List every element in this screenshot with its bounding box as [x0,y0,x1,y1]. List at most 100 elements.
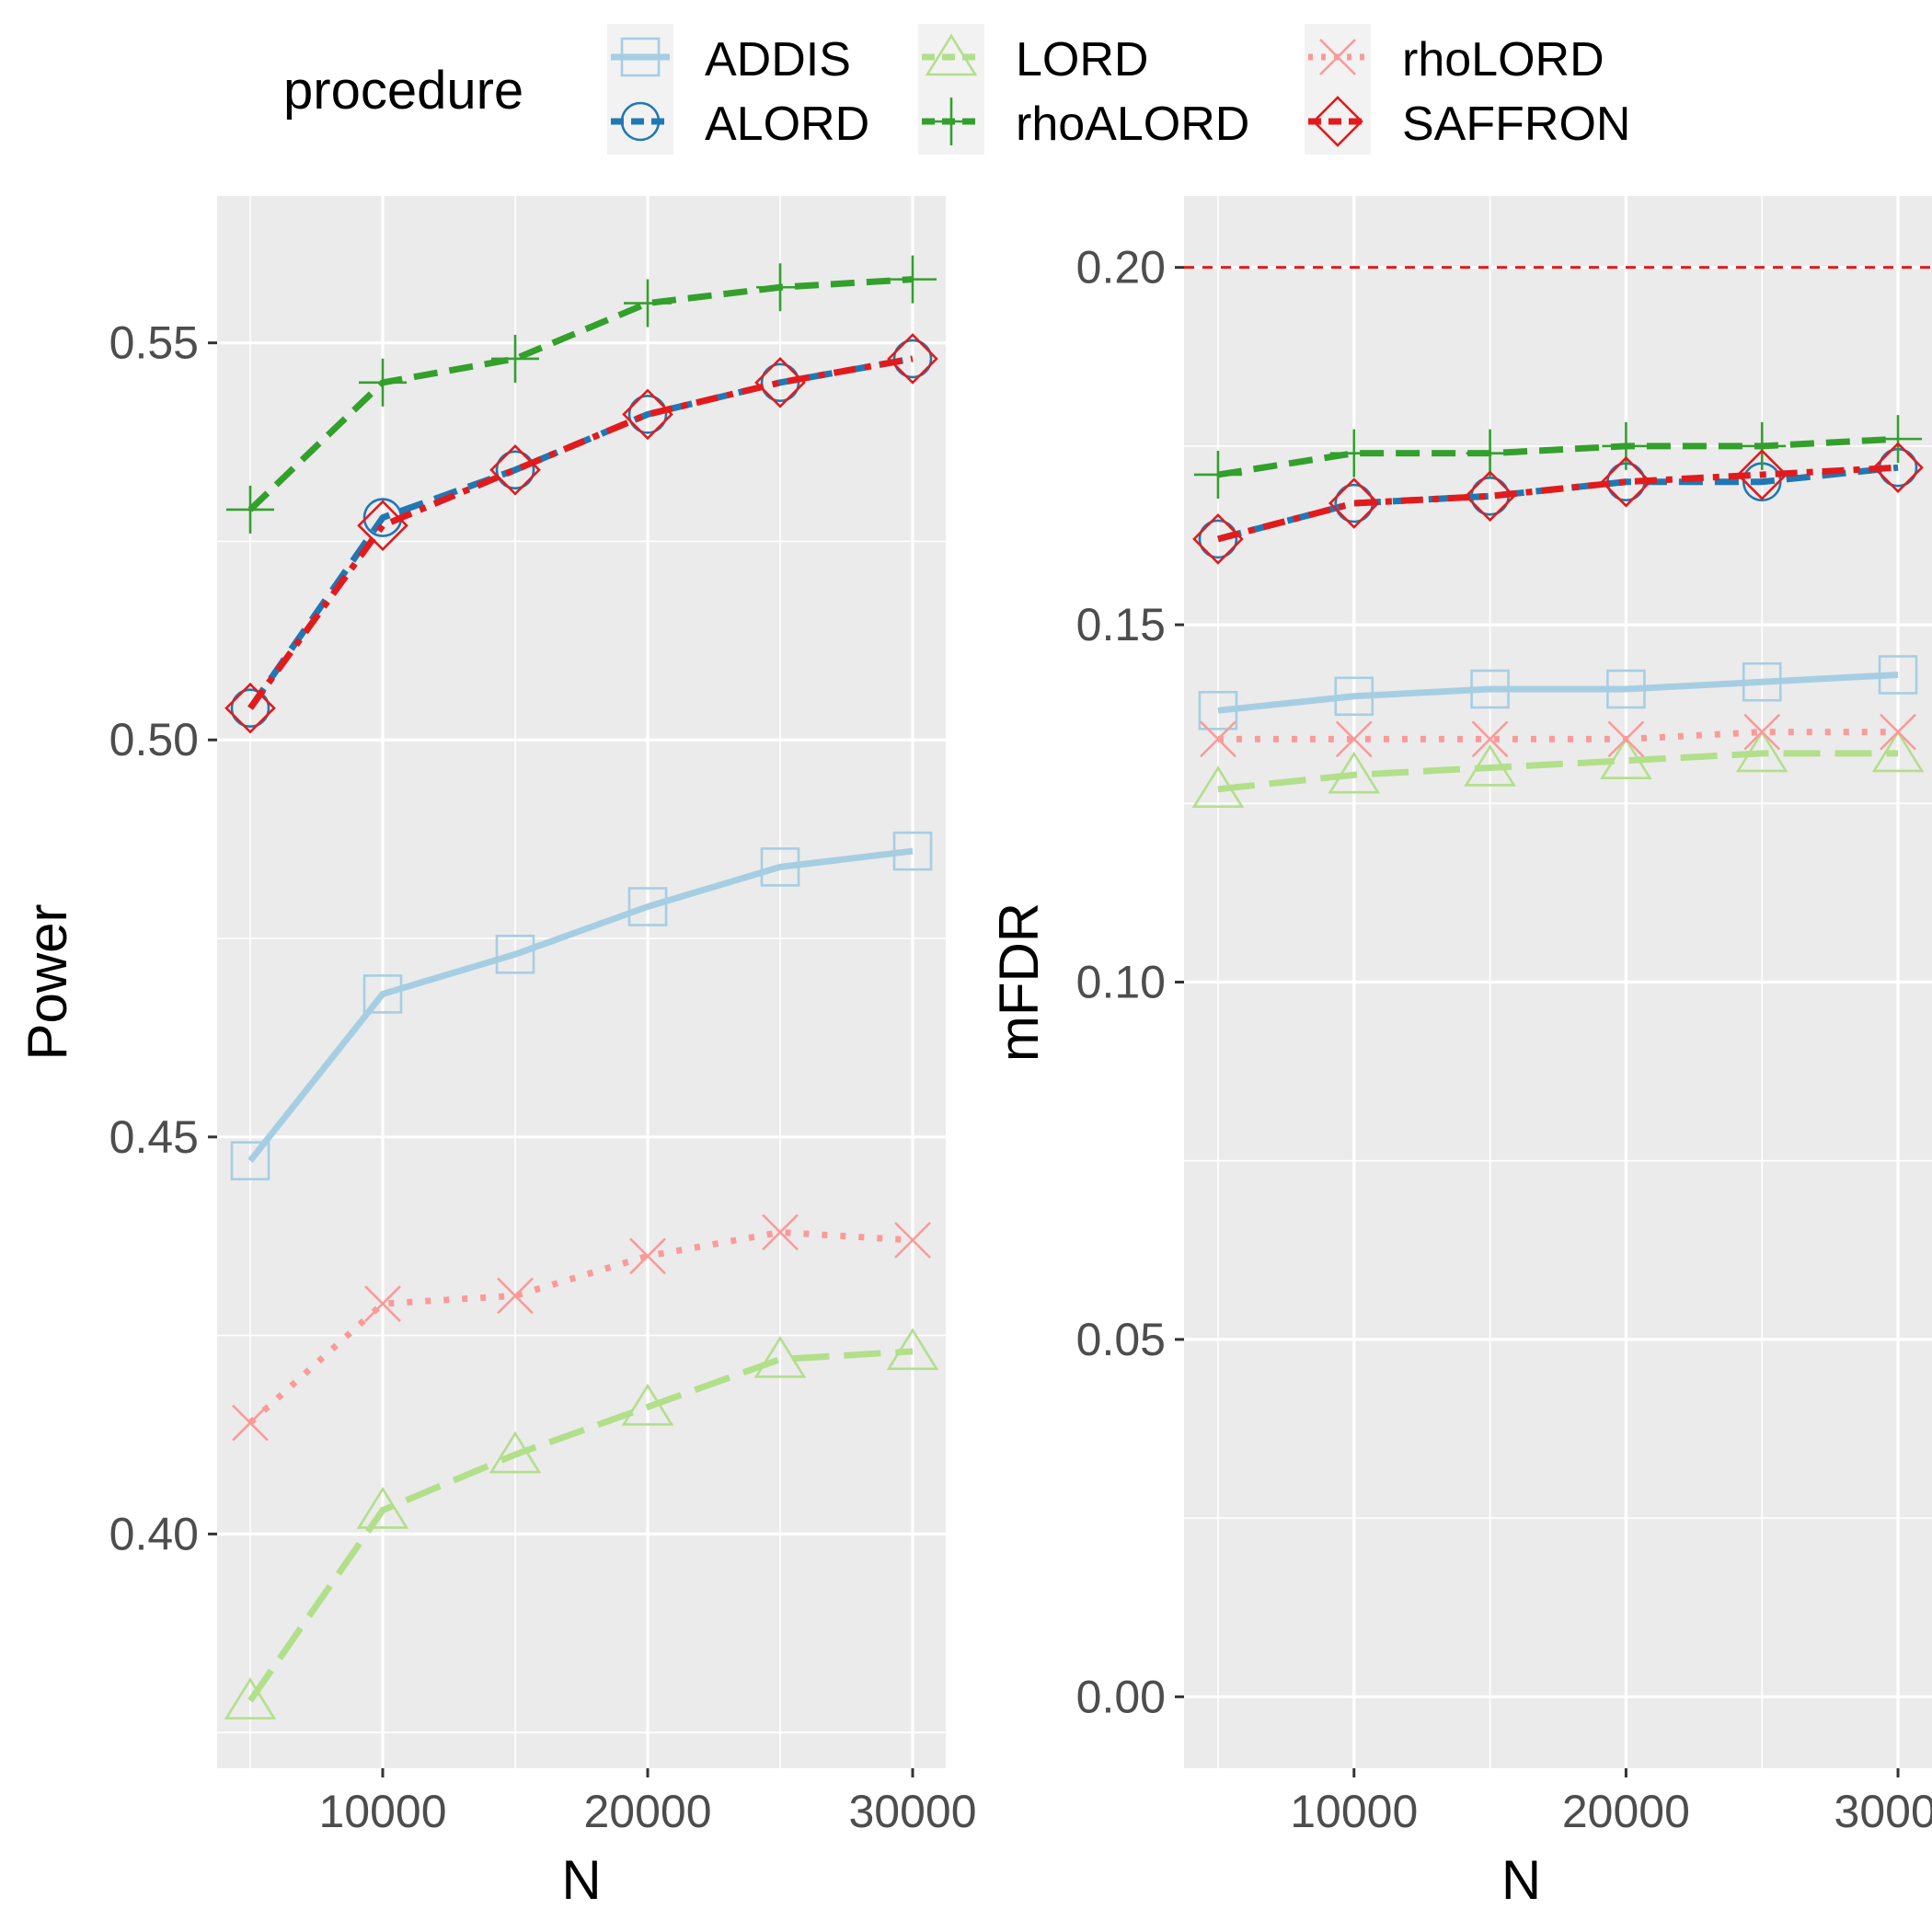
series-line [247,355,914,710]
data-point [1738,421,1787,470]
legend-entry-lord: LORD [918,24,1148,90]
data-point [887,333,938,385]
series-rholord [232,1213,931,1442]
series-line [1217,750,1899,793]
legend-entries: ADDIS ALORD LORD rhoALORD rhoLORD SAFFRON [607,24,1630,155]
legend-entry-addis: ADDIS [607,24,851,90]
data-point [489,443,541,496]
data-point [1470,669,1510,709]
series-line [1217,729,1899,742]
data-point [1880,713,1916,751]
data-point [753,1336,807,1378]
data-point [1743,713,1781,751]
data-point [495,934,535,974]
data-point [1198,691,1238,730]
grid [217,196,946,1768]
data-point [1471,720,1509,758]
data-point [1874,415,1923,464]
data-point [1198,519,1238,559]
data-point [1466,429,1514,477]
y-tick-label: 0.00 [1076,1671,1166,1722]
data-point [622,388,673,441]
square-icon [620,37,661,77]
legend: procedure ADDIS ALORD LORD rhoALORD rhoLORD S… [283,24,1630,155]
series-rhoalord [226,255,937,534]
x-tick-label: 30000 [1834,1786,1932,1837]
data-point [894,1222,931,1259]
x-axis: 10000 20000 30000 [1290,1768,1932,1837]
series-saffron [1192,442,1924,565]
data-point [495,450,535,490]
series-lord [1191,730,1925,809]
data-point [629,1237,666,1275]
y-axis: 0.40 0.45 0.50 0.55 [109,317,217,1559]
data-point [1329,429,1378,477]
y-tick-label: 0.55 [109,317,199,369]
data-point [1871,730,1925,773]
data-point [491,334,539,383]
data-point [756,263,804,312]
data-point [226,485,274,534]
data-point [1328,477,1380,529]
series-addis [1198,655,1918,730]
legend-entry-rholord: rhoLORD [1305,24,1604,90]
series-rholord [1200,713,1916,758]
data-point [892,831,933,871]
data-point [760,362,800,403]
series-line [247,276,914,512]
data-point [1606,669,1646,709]
series-rhoalord [1193,415,1923,499]
power-panel: 0.40 0.45 0.50 0.55 10000 20000 30000 N Power [17,196,977,1911]
data-point [1334,676,1374,717]
y-axis-label: mFDR [988,903,1050,1062]
data-point [1872,442,1924,494]
series-line [247,1228,914,1426]
y-axis: 0.00 0.05 0.10 0.15 0.20 [1076,242,1184,1722]
series-lord [224,1328,939,1719]
data-point [1602,421,1650,470]
y-axis-label: Power [17,903,78,1060]
data-point [621,1383,674,1426]
x-tick-label: 20000 [1562,1786,1690,1837]
data-point [364,1285,401,1322]
y-tick-label: 0.50 [109,714,199,765]
series-line [1217,435,1899,478]
data-point [760,847,800,887]
legend-label: rhoALORD [1016,98,1249,151]
legend-title: procedure [283,61,523,121]
data-point [1607,720,1645,758]
legend-label: rhoLORD [1402,33,1604,86]
data-point [762,1213,799,1251]
y-tick-label: 0.20 [1076,242,1166,293]
data-point [230,1141,270,1181]
data-point [224,1677,277,1719]
data-point [1736,449,1788,500]
data-point [1335,720,1373,758]
legend-label: ALORD [705,98,869,151]
x-axis: 10000 20000 30000 [318,1768,977,1837]
data-point [489,1431,542,1474]
x-axis-label: N [1501,1849,1541,1911]
x-tick-label: 10000 [1290,1786,1418,1837]
data-point [1464,743,1516,787]
plot-background [217,196,946,1768]
y-tick-label: 0.15 [1076,599,1166,650]
triangle-icon [925,33,978,76]
series-saffron [224,333,938,734]
circle-icon [620,101,661,142]
data-point [357,500,408,552]
y-tick-label: 0.05 [1076,1314,1166,1365]
x-tick-label: 10000 [318,1786,446,1837]
legend-entry-rhoalord: rhoALORD [918,88,1249,155]
data-point [224,682,276,734]
data-point [359,358,407,407]
y-tick-label: 0.10 [1076,957,1166,1008]
data-point [1735,730,1788,773]
data-point [1878,655,1918,695]
legend-entry-saffron: SAFFRON [1305,88,1630,155]
data-point [356,1487,409,1529]
series-addis [230,831,933,1181]
cross-icon [1319,39,1356,75]
